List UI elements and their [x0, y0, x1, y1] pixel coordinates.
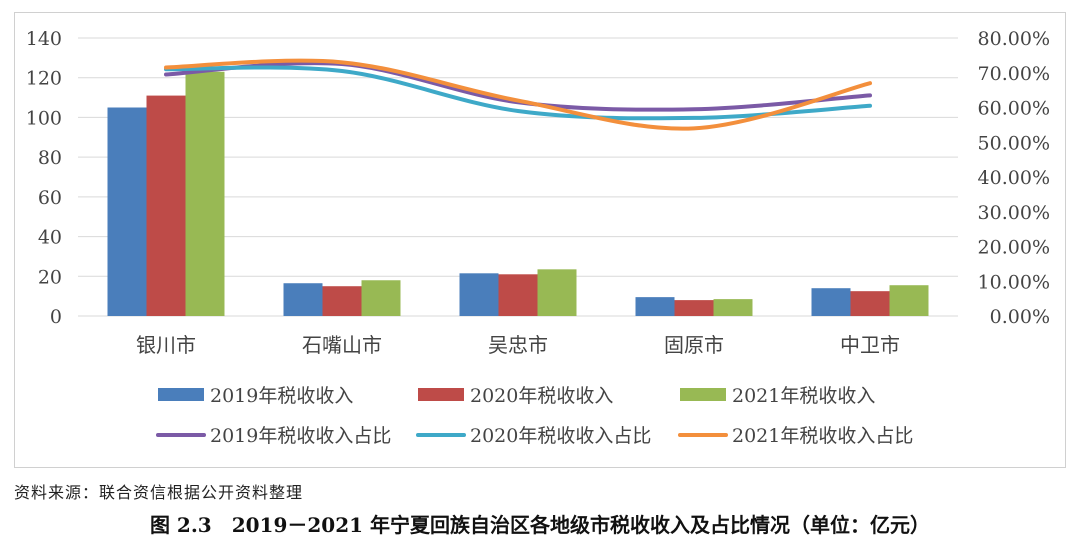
series-line: [164, 65, 872, 121]
x-tick-label: 银川市: [136, 333, 196, 357]
bar: [889, 285, 929, 316]
legend-swatch: [158, 388, 204, 401]
legend-label: 2021年税收收入: [732, 385, 875, 407]
series-line: [164, 61, 872, 112]
y-left-tick-label: 20: [38, 266, 62, 288]
legend-swatch: [418, 388, 464, 401]
legend-label: 2021年税收收入占比: [732, 425, 913, 447]
y-left-tick-label: 0: [50, 306, 62, 328]
x-tick-label: 中卫市: [840, 333, 900, 357]
y-left-tick-label: 120: [26, 68, 62, 90]
bar: [322, 286, 362, 316]
legend-label: 2019年税收收入占比: [210, 425, 391, 447]
combo-chart: 0 20 40 60 80 100 120 140 0.00% 10.00% 20.00% 30.00…: [26, 28, 1050, 447]
bar: [811, 288, 851, 316]
bar: [498, 274, 538, 316]
y-right-tick-label: 70.00%: [978, 63, 1050, 85]
y-left-tick-label: 80: [38, 147, 62, 169]
y-right-tick-label: 60.00%: [978, 98, 1050, 120]
y-right-tick-label: 10.00%: [978, 271, 1050, 293]
y-right-tick-label: 20.00%: [978, 237, 1050, 259]
y-left-tick-label: 100: [26, 107, 62, 129]
bar: [459, 273, 499, 316]
y-right-tick-label: 40.00%: [978, 167, 1050, 189]
y-right-tick-label: 30.00%: [978, 202, 1050, 224]
bar: [674, 300, 714, 316]
x-tick-label: 石嘴山市: [302, 333, 382, 357]
bar: [361, 280, 401, 316]
bar: [185, 71, 225, 316]
bar: [283, 283, 323, 316]
bar: [850, 291, 890, 316]
source-note: 资料来源：联合资信根据公开资料整理: [14, 483, 304, 502]
bar: [635, 297, 675, 316]
y-left-tick-label: 60: [38, 187, 62, 209]
legend-label: 2019年税收收入: [210, 385, 353, 407]
series-line: [164, 58, 872, 131]
bar: [713, 299, 753, 316]
y-right-tick-label: 50.00%: [978, 132, 1050, 154]
y-right-tick-label: 0.00%: [990, 306, 1050, 328]
legend-label: 2020年税收收入占比: [470, 425, 651, 447]
bar: [107, 107, 147, 316]
legend-label: 2020年税收收入: [470, 385, 613, 407]
y-left-tick-label: 140: [26, 28, 62, 50]
bar: [146, 95, 186, 316]
x-tick-label: 吴忠市: [488, 333, 548, 357]
legend-swatch: [680, 388, 726, 401]
y-left-tick-label: 40: [38, 227, 62, 249]
x-tick-label: 固原市: [664, 333, 724, 357]
bar: [537, 269, 577, 316]
figure-caption: 图 2.3 2019－2021 年宁夏回族自治区各地级市税收收入及占比情况（单位…: [149, 513, 931, 537]
y-right-tick-label: 80.00%: [978, 28, 1050, 50]
